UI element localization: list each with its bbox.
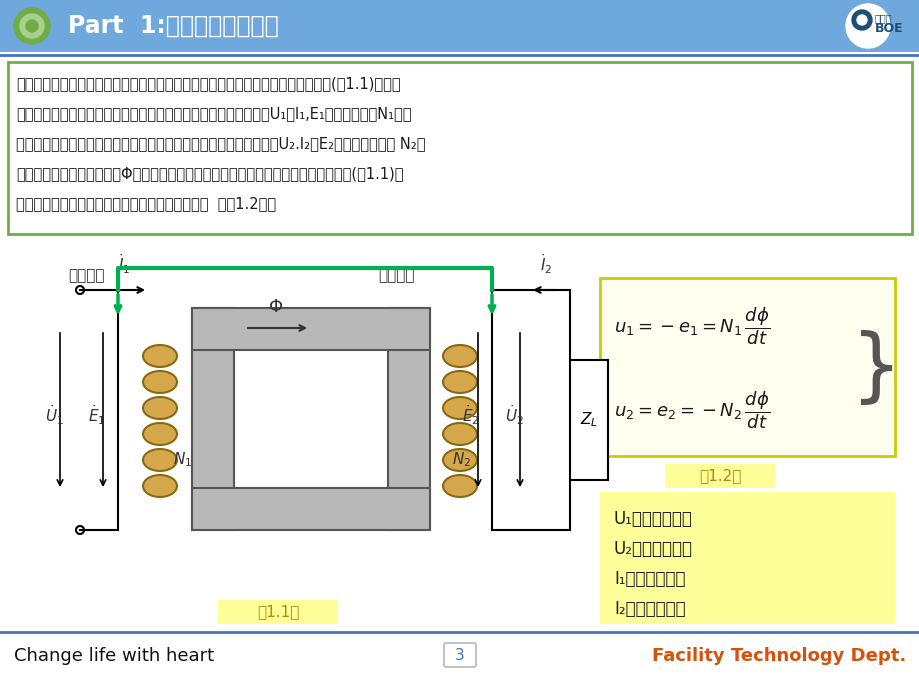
Text: $\dot{E}_1$: $\dot{E}_1$ (88, 403, 106, 427)
Bar (599, 492, 894, 624)
Text: $\dot{I}_1$: $\dot{I}_1$ (118, 253, 130, 276)
Text: 二次线圈: 二次线圈 (378, 268, 414, 283)
Ellipse shape (142, 449, 176, 471)
Text: $\dot{I}_2$: $\dot{I}_2$ (539, 253, 551, 276)
Text: Part  1:变压器的工作原理: Part 1:变压器的工作原理 (68, 14, 278, 38)
Bar (599, 278, 894, 456)
Circle shape (845, 4, 889, 48)
Text: 3: 3 (455, 647, 464, 662)
Bar (570, 360, 607, 480)
Ellipse shape (142, 397, 176, 419)
Text: 根据电磁感应定律，可写出电压、电动势的方程式  （图1.2）：: 根据电磁感应定律，可写出电压、电动势的方程式 （图1.2）： (16, 196, 276, 211)
Ellipse shape (142, 345, 176, 367)
Text: U₁：一次侧电压: U₁：一次侧电压 (613, 510, 692, 528)
Text: 两个绕组的磁通称为主磁通Φ。将电路中惯用的电压、电流及电动势相量的正方向示于(图1.1)。: 两个绕组的磁通称为主磁通Φ。将电路中惯用的电压、电流及电动势相量的正方向示于(图… (16, 166, 403, 181)
Text: 负载相联的线圈称为二次绕组，其电压、电流及电动势的相量分别为U₂.I₂及E₂、绕组的匝数为 N₂。: 负载相联的线圈称为二次绕组，其电压、电流及电动势的相量分别为U₂.I₂及E₂、绕… (16, 136, 425, 151)
Bar (8, 62, 911, 234)
Text: $N_1$: $N_1$ (173, 451, 192, 469)
Text: （1.2）: （1.2） (698, 469, 741, 484)
Circle shape (20, 14, 44, 38)
Text: }: } (850, 330, 902, 408)
Text: $\Phi$: $\Phi$ (267, 298, 283, 316)
Text: $u_2 = e_2 = -N_2\,\dfrac{d\phi}{dt}$: $u_2 = e_2 = -N_2\,\dfrac{d\phi}{dt}$ (613, 389, 769, 431)
Ellipse shape (443, 345, 476, 367)
Text: BOE: BOE (874, 21, 902, 34)
Ellipse shape (443, 475, 476, 497)
Text: （1.1）: （1.1） (256, 604, 299, 620)
Text: Facility Technology Dept.: Facility Technology Dept. (651, 647, 905, 665)
Text: $\dot{U}_2$: $\dot{U}_2$ (505, 403, 524, 427)
Text: 变压器的主要部件是一个铁心线圈。这两个线圈具有不同的匝数，且互相绝缘，如(图1.1)所示。: 变压器的主要部件是一个铁心线圈。这两个线圈具有不同的匝数，且互相绝缘，如(图1.… (16, 76, 400, 91)
Text: Change life with heart: Change life with heart (14, 647, 214, 665)
Ellipse shape (443, 397, 476, 419)
Circle shape (851, 10, 871, 30)
FancyBboxPatch shape (444, 643, 475, 667)
Bar (218, 600, 337, 624)
Ellipse shape (443, 371, 476, 393)
Text: 京东方: 京东方 (874, 13, 891, 23)
Circle shape (14, 8, 50, 44)
Text: $\dot{U}_1$: $\dot{U}_1$ (45, 403, 64, 427)
Bar (192, 308, 233, 530)
Circle shape (26, 20, 38, 32)
Bar (0, 0, 919, 52)
Ellipse shape (443, 423, 476, 445)
Circle shape (857, 15, 866, 25)
Ellipse shape (142, 423, 176, 445)
Bar (664, 464, 774, 488)
Bar (388, 308, 429, 530)
Text: $Z_L$: $Z_L$ (579, 411, 597, 429)
Text: $N_2$: $N_2$ (451, 451, 471, 469)
Text: $u_1 = -e_1 = N_1\,\dfrac{d\phi}{dt}$: $u_1 = -e_1 = N_1\,\dfrac{d\phi}{dt}$ (613, 305, 769, 347)
Text: $\dot{E}_2$: $\dot{E}_2$ (461, 403, 479, 427)
Ellipse shape (443, 449, 476, 471)
Text: 一次线圈: 一次线圈 (68, 268, 105, 283)
Text: I₁：一次侧电流: I₁：一次侧电流 (613, 570, 685, 588)
Ellipse shape (142, 371, 176, 393)
Text: 接入电源线圈称为一次绕组，其电压、电流及电动势的相量分别为U₁及I₁,E₁绕组的匝数为N₁。与: 接入电源线圈称为一次绕组，其电压、电流及电动势的相量分别为U₁及I₁,E₁绕组的… (16, 106, 411, 121)
Text: I₂：二次侧电流: I₂：二次侧电流 (613, 600, 685, 618)
Ellipse shape (142, 475, 176, 497)
Text: U₂：二次侧电压: U₂：二次侧电压 (613, 540, 692, 558)
Bar (192, 308, 429, 350)
Bar (192, 488, 429, 530)
